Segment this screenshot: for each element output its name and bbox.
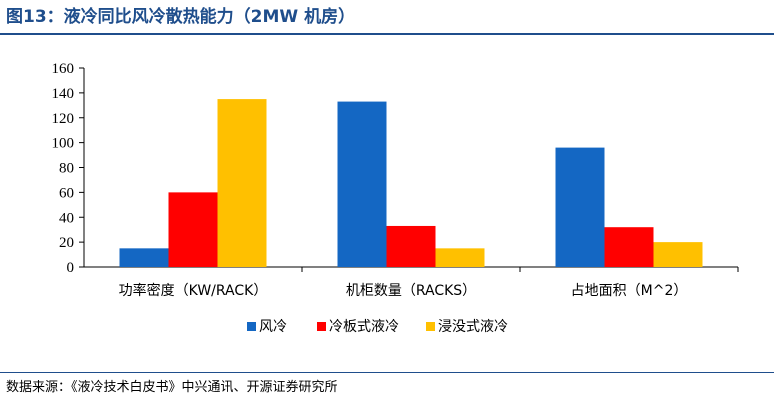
bar <box>168 192 218 267</box>
bar <box>653 242 703 267</box>
category-labels: 功率密度（KW/RACK） 机柜数量（RACKS） 占地面积（M^2） <box>119 282 688 299</box>
y-tick-label: 100 <box>52 136 75 152</box>
source-note: 数据来源：《液冷技术白皮书》中兴通讯、开源证券研究所 <box>6 380 338 395</box>
legend-label: 浸没式液冷 <box>438 319 508 335</box>
bar <box>386 225 436 267</box>
y-tick-label: 20 <box>59 235 74 251</box>
bars <box>119 99 703 267</box>
legend: 风冷 冷板式液冷 浸没式液冷 <box>247 319 508 335</box>
y-tick-label: 0 <box>67 260 75 276</box>
axes: 0 20 40 60 80 100 120 140 160 <box>52 61 739 276</box>
bar <box>337 101 387 267</box>
y-tick-label: 140 <box>52 86 75 102</box>
y-tick-label: 160 <box>52 61 75 77</box>
chart-title: 图13：液冷同比风冷散热能力（2MW 机房） <box>6 7 356 27</box>
y-tick-label: 60 <box>59 185 74 201</box>
title-divider <box>0 33 774 35</box>
bar <box>604 227 654 267</box>
legend-label: 冷板式液冷 <box>329 319 399 335</box>
bar <box>555 147 605 267</box>
category-label: 功率密度（KW/RACK） <box>119 282 268 299</box>
bar-chart: 0 20 40 60 80 100 120 140 160 功率密度（KW/RACK） 机柜数量（… <box>52 61 739 335</box>
source-divider <box>0 372 774 373</box>
y-tick-label: 120 <box>52 111 75 127</box>
bar <box>119 248 169 267</box>
bar <box>217 99 267 267</box>
legend-label: 风冷 <box>259 319 287 335</box>
y-tick-label: 80 <box>59 161 74 177</box>
legend-swatch <box>426 322 435 331</box>
legend-swatch <box>317 322 326 331</box>
bar <box>435 248 485 267</box>
category-label: 机柜数量（RACKS） <box>346 283 476 299</box>
legend-swatch <box>247 322 256 331</box>
category-label: 占地面积（M^2） <box>571 283 688 299</box>
y-tick-label: 40 <box>59 210 74 226</box>
